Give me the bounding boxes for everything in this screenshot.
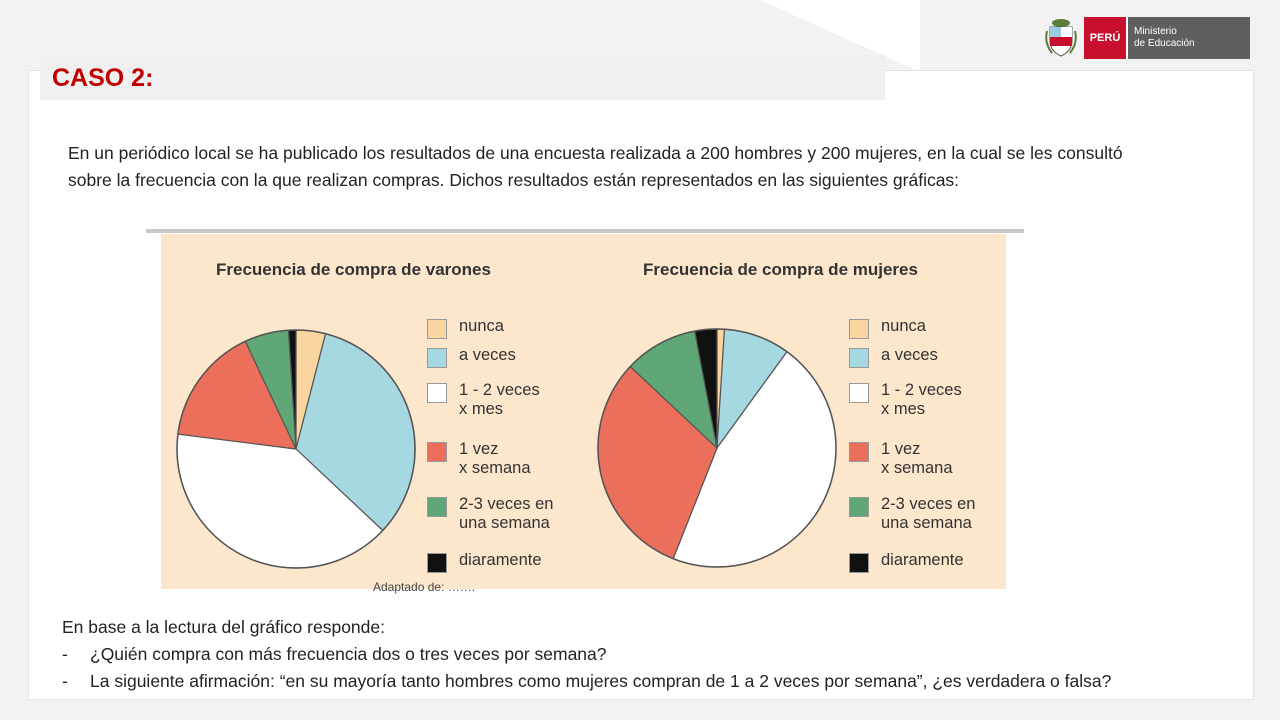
legend-swatch [849, 383, 869, 403]
legend-item: a veces [849, 346, 938, 368]
legend-label: a veces [459, 346, 516, 364]
legend-swatch [427, 383, 447, 403]
chart-title-varones: Frecuencia de compra de varones [216, 260, 491, 279]
figure-top-rule [146, 229, 1024, 233]
legend-item: 1 vez x semana [849, 440, 953, 478]
question-lead: En base a la lectura del gráfico respond… [62, 617, 385, 637]
legend-label: nunca [881, 317, 926, 335]
pie-outline-mujeres [597, 328, 837, 568]
legend-item: 1 - 2 veces x mes [849, 381, 962, 419]
question-item: - ¿Quién compra con más frecuencia dos o… [62, 641, 1162, 668]
slide-title: CASO 2: [52, 64, 154, 92]
legend-item: 2-3 veces en una semana [849, 495, 975, 533]
legend-label: nunca [459, 317, 504, 335]
legend-label: 1 vez x semana [459, 440, 531, 477]
question-text: ¿Quién compra con más frecuencia dos o t… [90, 644, 607, 664]
legend-swatch [849, 442, 869, 462]
legend-swatch [849, 497, 869, 517]
legend-item: 1 - 2 veces x mes [427, 381, 540, 419]
question-dash: - [62, 644, 68, 664]
ministry-line1: Ministerio [1134, 26, 1177, 37]
legend-swatch [427, 348, 447, 368]
legend-swatch [849, 319, 869, 339]
legend-label: a veces [881, 346, 938, 364]
legend-swatch [427, 553, 447, 573]
legend-item: a veces [427, 346, 516, 368]
ministry-line2: de Educación [1134, 38, 1195, 49]
legend-item: 2-3 veces en una semana [427, 495, 553, 533]
question-item: - La siguiente afirmación: “en su mayorí… [62, 668, 1162, 695]
legend-label: 2-3 veces en una semana [881, 495, 976, 532]
legend-item: diaramente [849, 551, 964, 573]
legend-label: 1 vez x semana [881, 440, 953, 477]
source-note: Adaptado de: ……. [373, 580, 476, 594]
legend-swatch [427, 319, 447, 339]
legend-swatch [427, 442, 447, 462]
legend-item: nunca [849, 317, 926, 339]
legend-label: 1 - 2 veces x mes [459, 381, 540, 418]
question-text: La siguiente afirmación: “en su mayoría … [90, 671, 1112, 691]
pie-charts [176, 328, 837, 569]
legend-label: diaramente [881, 551, 964, 569]
legend-label: diaramente [459, 551, 542, 569]
peru-label: PERÚ [1084, 17, 1126, 59]
pie-outline-varones [176, 329, 416, 569]
chart-figure: Frecuencia de compra de varones Frecuenc… [161, 234, 1006, 589]
legend-swatch [849, 348, 869, 368]
legend-swatch [427, 497, 447, 517]
intro-paragraph: En un periódico local se ha publicado lo… [68, 143, 1123, 190]
legend-item: 1 vez x semana [427, 440, 531, 478]
legend-label: 1 - 2 veces x mes [881, 381, 962, 418]
ministry-label: Ministerio de Educación [1126, 17, 1250, 59]
legend-item: diaramente [427, 551, 542, 573]
question-block: En base a la lectura del gráfico respond… [62, 614, 1162, 695]
ministry-logo: PERÚ Ministerio de Educación [1044, 17, 1250, 59]
legend-label: 2-3 veces en una semana [459, 495, 554, 532]
legend-swatch [849, 553, 869, 573]
question-dash: - [62, 671, 68, 691]
coat-of-arms-icon [1045, 19, 1077, 57]
title-bar [40, 54, 885, 100]
legend-item: nunca [427, 317, 504, 339]
chart-title-mujeres: Frecuencia de compra de mujeres [643, 260, 918, 279]
